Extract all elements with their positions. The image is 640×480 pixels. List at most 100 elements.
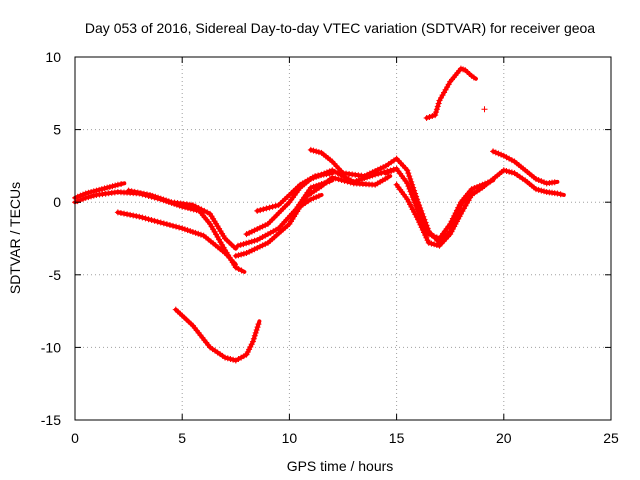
data-point xyxy=(163,197,170,204)
data-point xyxy=(240,241,247,248)
data-point xyxy=(255,321,262,328)
data-point xyxy=(197,231,204,238)
data-point xyxy=(189,228,196,235)
data-point xyxy=(124,211,131,218)
data-point xyxy=(98,186,105,193)
data-point xyxy=(234,242,241,249)
data-point xyxy=(372,181,379,188)
data-point xyxy=(151,217,158,224)
data-point xyxy=(382,175,389,182)
data-point xyxy=(432,112,439,119)
data-point xyxy=(410,184,417,191)
data-point xyxy=(254,226,261,233)
data-point xyxy=(422,232,429,239)
data-point xyxy=(309,174,316,181)
data-point xyxy=(374,166,381,173)
tick-labels: 0 5 10 15 20 25 -15 -10 -5 0 5 10 xyxy=(41,49,619,446)
data-point xyxy=(157,195,164,202)
data-point xyxy=(230,356,237,363)
data-point xyxy=(251,237,258,244)
grid xyxy=(75,57,611,420)
y-tick-label: 10 xyxy=(45,49,61,65)
data-point xyxy=(273,226,279,233)
data-point xyxy=(426,114,433,121)
x-tick-label: 5 xyxy=(178,430,186,446)
data-point xyxy=(101,185,108,192)
data-point xyxy=(133,213,140,220)
data-point xyxy=(74,198,81,205)
data-point xyxy=(248,341,255,348)
data-point xyxy=(356,177,363,184)
data-point xyxy=(503,167,510,174)
y-axis-label: SDTVAR / TECUs xyxy=(7,182,23,294)
data-point xyxy=(431,241,438,248)
data-point xyxy=(310,195,317,202)
data-point xyxy=(412,202,419,209)
x-tick-label: 15 xyxy=(389,430,405,446)
data-point xyxy=(299,180,306,187)
data-point xyxy=(508,169,515,176)
data-point xyxy=(413,205,420,212)
data-point xyxy=(490,148,497,155)
data-point xyxy=(315,181,322,188)
data-point xyxy=(470,74,477,81)
data-point xyxy=(541,188,547,195)
data-point xyxy=(535,177,542,184)
data-point xyxy=(447,231,454,238)
data-point xyxy=(451,212,458,219)
series-arc-13 xyxy=(393,167,566,249)
data-point xyxy=(222,354,229,361)
series-arc-5 xyxy=(172,306,262,364)
data-point xyxy=(390,166,397,173)
data-point xyxy=(503,154,510,161)
data-point xyxy=(408,203,415,210)
data-point xyxy=(179,225,186,232)
data-point xyxy=(415,207,422,214)
data-point xyxy=(411,209,418,216)
data-point xyxy=(160,196,167,203)
data-point xyxy=(249,338,256,345)
data-point xyxy=(260,206,267,213)
data-point xyxy=(187,228,194,235)
data-point xyxy=(176,224,183,231)
data-point xyxy=(262,232,269,239)
data-point xyxy=(498,151,505,158)
data-point xyxy=(423,234,430,241)
data-point xyxy=(250,335,257,342)
data-point xyxy=(166,222,173,229)
data-point xyxy=(506,155,513,162)
data-point xyxy=(541,179,547,186)
data-point xyxy=(256,235,263,242)
data-point xyxy=(452,220,459,227)
data-point xyxy=(80,195,87,202)
data-point xyxy=(173,223,180,230)
data-point xyxy=(369,169,376,176)
data-point xyxy=(270,228,277,235)
data-point xyxy=(155,194,162,201)
data-point xyxy=(248,247,255,254)
data-point xyxy=(500,167,507,174)
data-point xyxy=(310,183,317,190)
data-point xyxy=(248,228,255,235)
plot-frame xyxy=(74,56,612,421)
data-point xyxy=(348,177,355,184)
data-point xyxy=(326,178,333,185)
data-point xyxy=(388,167,395,174)
data-point xyxy=(332,175,339,182)
data-point xyxy=(160,220,167,227)
data-point xyxy=(198,206,205,213)
data-point xyxy=(143,191,150,198)
data-point xyxy=(246,229,253,236)
data-point xyxy=(244,349,251,356)
series-arc-4 xyxy=(125,187,238,251)
data-point xyxy=(251,332,258,339)
data-point xyxy=(109,183,116,190)
data-point xyxy=(253,326,260,333)
data-point xyxy=(106,183,113,190)
data-point xyxy=(407,175,414,182)
data-point xyxy=(428,240,435,247)
data-point xyxy=(137,190,144,197)
data-point xyxy=(417,221,424,228)
data-point xyxy=(232,252,239,259)
data-point xyxy=(415,216,422,223)
